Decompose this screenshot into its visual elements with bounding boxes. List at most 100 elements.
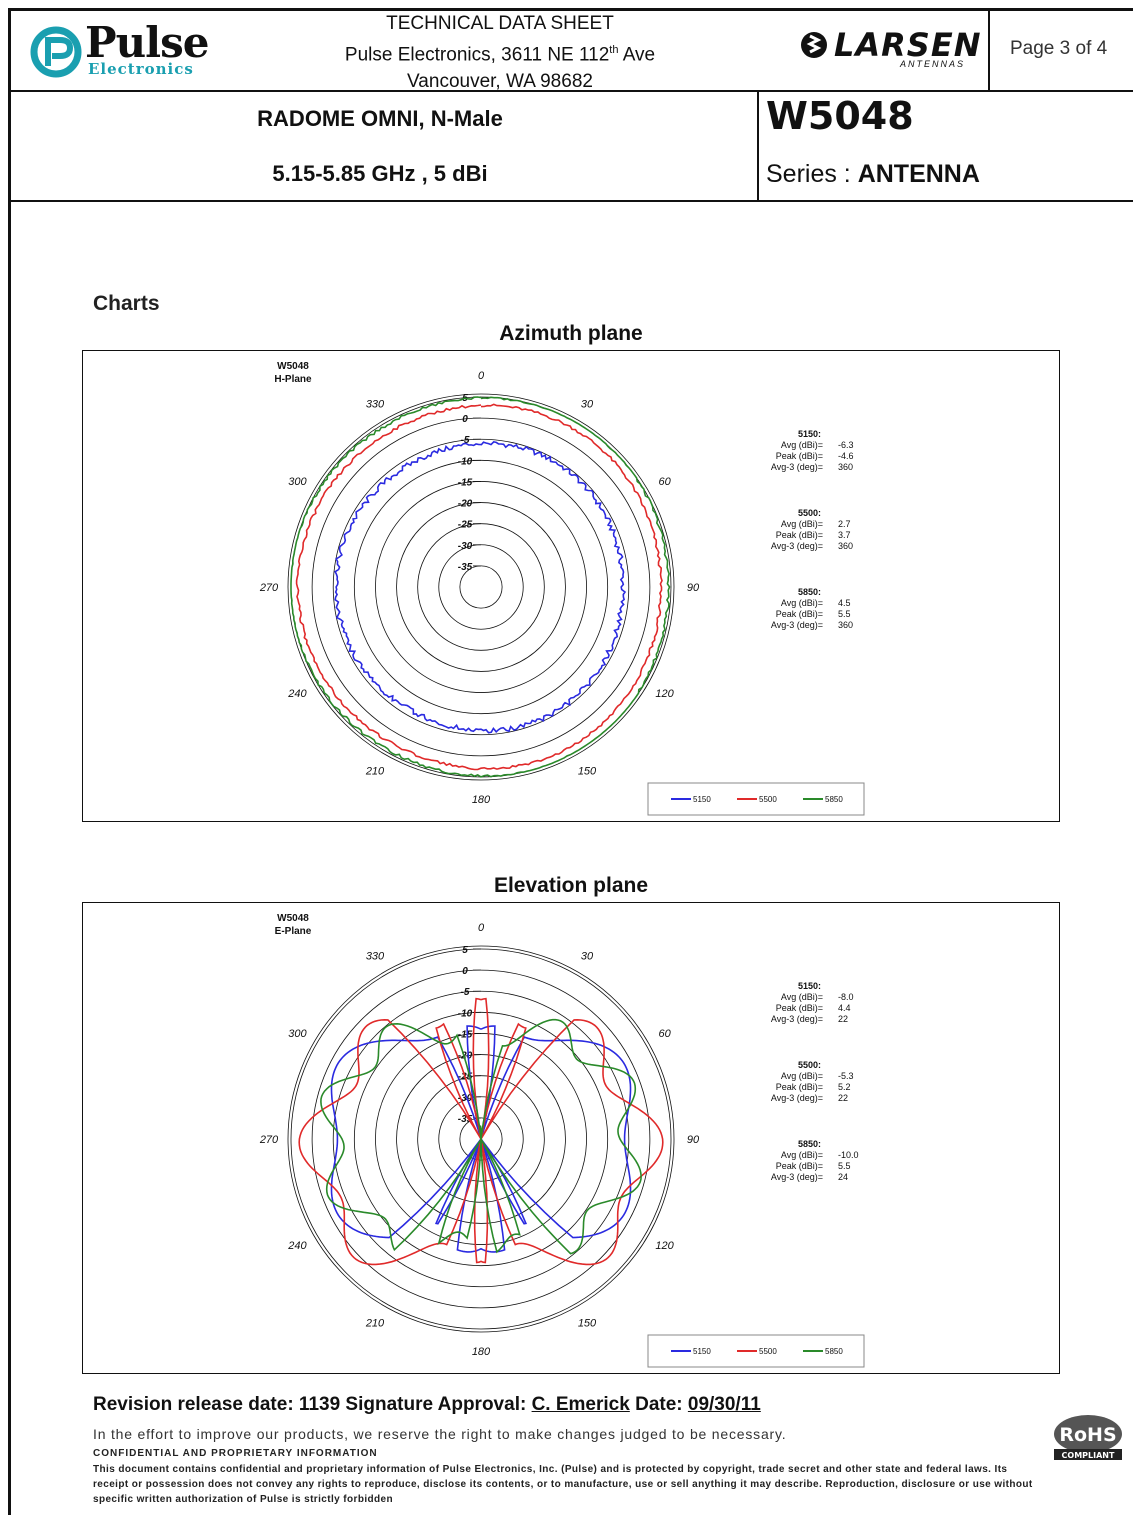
stats-label: Avg-3 (deg)=: [771, 541, 823, 551]
angle-tick-label: 330: [366, 950, 385, 962]
angle-tick-label: 150: [578, 1318, 597, 1330]
series-line: Series : ANTENNA: [766, 160, 980, 188]
larsen-logo-icon: [801, 32, 827, 58]
pulse-logo: Pulse Electronics: [30, 18, 230, 82]
company-subname: Electronics: [88, 60, 194, 78]
product-spec: 5.15-5.85 GHz , 5 dBi: [272, 161, 488, 186]
angle-tick-label: 330: [366, 398, 385, 410]
rohs-text: RoHS: [1059, 1424, 1116, 1446]
elevation-polar-plot: W5048E-Plane50-5-10-15-20-25-30-35030609…: [259, 913, 865, 1368]
stats-label: Avg-3 (deg)=: [771, 1014, 823, 1024]
grid-circle: [375, 481, 587, 693]
brand-name: LARSEN: [834, 26, 982, 64]
larsen-logo: LARSEN: [800, 26, 981, 64]
stats-value: -8.0: [838, 992, 854, 1002]
angle-tick-label: 60: [658, 1028, 671, 1040]
datasheet-header: TECHNICAL DATA SHEET Pulse Electronics, …: [300, 10, 700, 95]
series-line-5150: [330, 1025, 632, 1253]
stats-value: 360: [838, 541, 853, 551]
angle-tick-label: 90: [687, 582, 700, 594]
angle-tick-label: 30: [581, 398, 594, 410]
address-line1: Pulse Electronics, 3611 NE 112th Ave: [344, 44, 656, 66]
stats-label: Avg (dBi)=: [781, 519, 823, 529]
angle-tick-label: 120: [655, 1240, 674, 1252]
stats-value: -5.3: [838, 1071, 854, 1081]
series-line-5500: [295, 403, 663, 771]
stats-value: 5.5: [838, 609, 851, 619]
product-divider: [8, 200, 1133, 202]
stats-label: Avg-3 (deg)=: [771, 1093, 823, 1103]
angle-tick-label: 150: [578, 766, 597, 778]
brand-subname: ANTENNAS: [900, 59, 966, 69]
angle-tick-label: 180: [472, 794, 491, 806]
plot-sublabel: H-Plane: [274, 374, 312, 385]
page-number: Page 3 of 4: [1010, 38, 1108, 59]
angle-tick-label: 0: [478, 922, 485, 934]
stats-value: 5.5: [838, 1161, 851, 1171]
rohs-badge: RoHS COMPLIANT: [1052, 1412, 1124, 1462]
legend-label: 5850: [825, 795, 843, 804]
charts-heading: Charts: [93, 292, 160, 315]
header-divider: [8, 90, 1133, 92]
plot-label: W5048: [277, 361, 309, 372]
angle-tick-label: 240: [287, 1240, 307, 1252]
stats-label: Peak (dBi)=: [776, 1161, 823, 1171]
stats-value: 22: [838, 1093, 848, 1103]
legend-label: 5500: [759, 795, 777, 804]
angle-tick-label: 180: [472, 1346, 491, 1358]
stats-frequency: 5150:: [798, 429, 821, 439]
legend-label: 5850: [825, 1347, 843, 1356]
stats-value: -6.3: [838, 440, 854, 450]
radial-tick-label: -25: [458, 520, 473, 531]
stats-value: 24: [838, 1172, 848, 1182]
part-cell-divider: [757, 90, 759, 202]
stats-frequency: 5500:: [798, 1060, 821, 1070]
improvement-notice: In the effort to improve our products, w…: [93, 1426, 787, 1442]
stats-label: Avg (dBi)=: [781, 440, 823, 450]
rohs-icon: RoHS COMPLIANT: [1054, 1415, 1122, 1460]
series-line-5150: [334, 441, 627, 734]
stats-value: 22: [838, 1014, 848, 1024]
stats-frequency: 5850:: [798, 1139, 821, 1149]
part-number: W5048: [766, 94, 914, 138]
stats-label: Peak (dBi)=: [776, 1082, 823, 1092]
radial-tick-label: -30: [458, 541, 473, 552]
series-line-5850: [290, 396, 671, 778]
angle-tick-label: 90: [687, 1134, 700, 1146]
radial-tick-label: 0: [462, 414, 468, 425]
angle-tick-label: 300: [288, 476, 307, 488]
radial-tick-label: -15: [458, 1029, 473, 1040]
stats-value: 360: [838, 620, 853, 630]
plot-label: W5048: [277, 913, 309, 924]
stats-label: Avg-3 (deg)=: [771, 462, 823, 472]
grid-circle: [438, 544, 524, 630]
revision-date: 09/30/11: [687, 1394, 761, 1415]
rohs-sub-text: COMPLIANT: [1062, 1451, 1115, 1460]
series-value: ANTENNA: [857, 160, 980, 188]
angle-tick-label: 30: [581, 950, 594, 962]
radial-tick-label: -15: [458, 477, 473, 488]
angle-tick-label: 270: [259, 1134, 279, 1146]
legend-label: 5150: [693, 795, 711, 804]
legal-notice: This document contains confidential and …: [93, 1464, 1033, 1505]
stats-value: 4.4: [838, 1003, 851, 1013]
angle-tick-label: 300: [288, 1028, 307, 1040]
angle-tick-label: 120: [655, 688, 674, 700]
radial-tick-label: -35: [458, 1114, 473, 1125]
stats-value: 360: [838, 462, 853, 472]
radial-tick-label: -20: [458, 499, 473, 510]
grid-circle: [311, 417, 651, 757]
pulse-logo-icon: [30, 26, 82, 78]
elevation-chart-title: Elevation plane: [493, 874, 649, 897]
stats-value: -4.6: [838, 451, 854, 461]
radial-tick-label: -20: [458, 1051, 473, 1062]
outer-circle: [287, 393, 675, 781]
radial-tick-label: -5: [461, 435, 470, 446]
stats-label: Avg-3 (deg)=: [771, 620, 823, 630]
company-name: Pulse: [85, 18, 209, 67]
stats-label: Peak (dBi)=: [776, 530, 823, 540]
stats-label: Peak (dBi)=: [776, 1003, 823, 1013]
stats-value: 5.2: [838, 1082, 851, 1092]
stats-label: Avg-3 (deg)=: [771, 1172, 823, 1182]
stats-frequency: 5150:: [798, 981, 821, 991]
